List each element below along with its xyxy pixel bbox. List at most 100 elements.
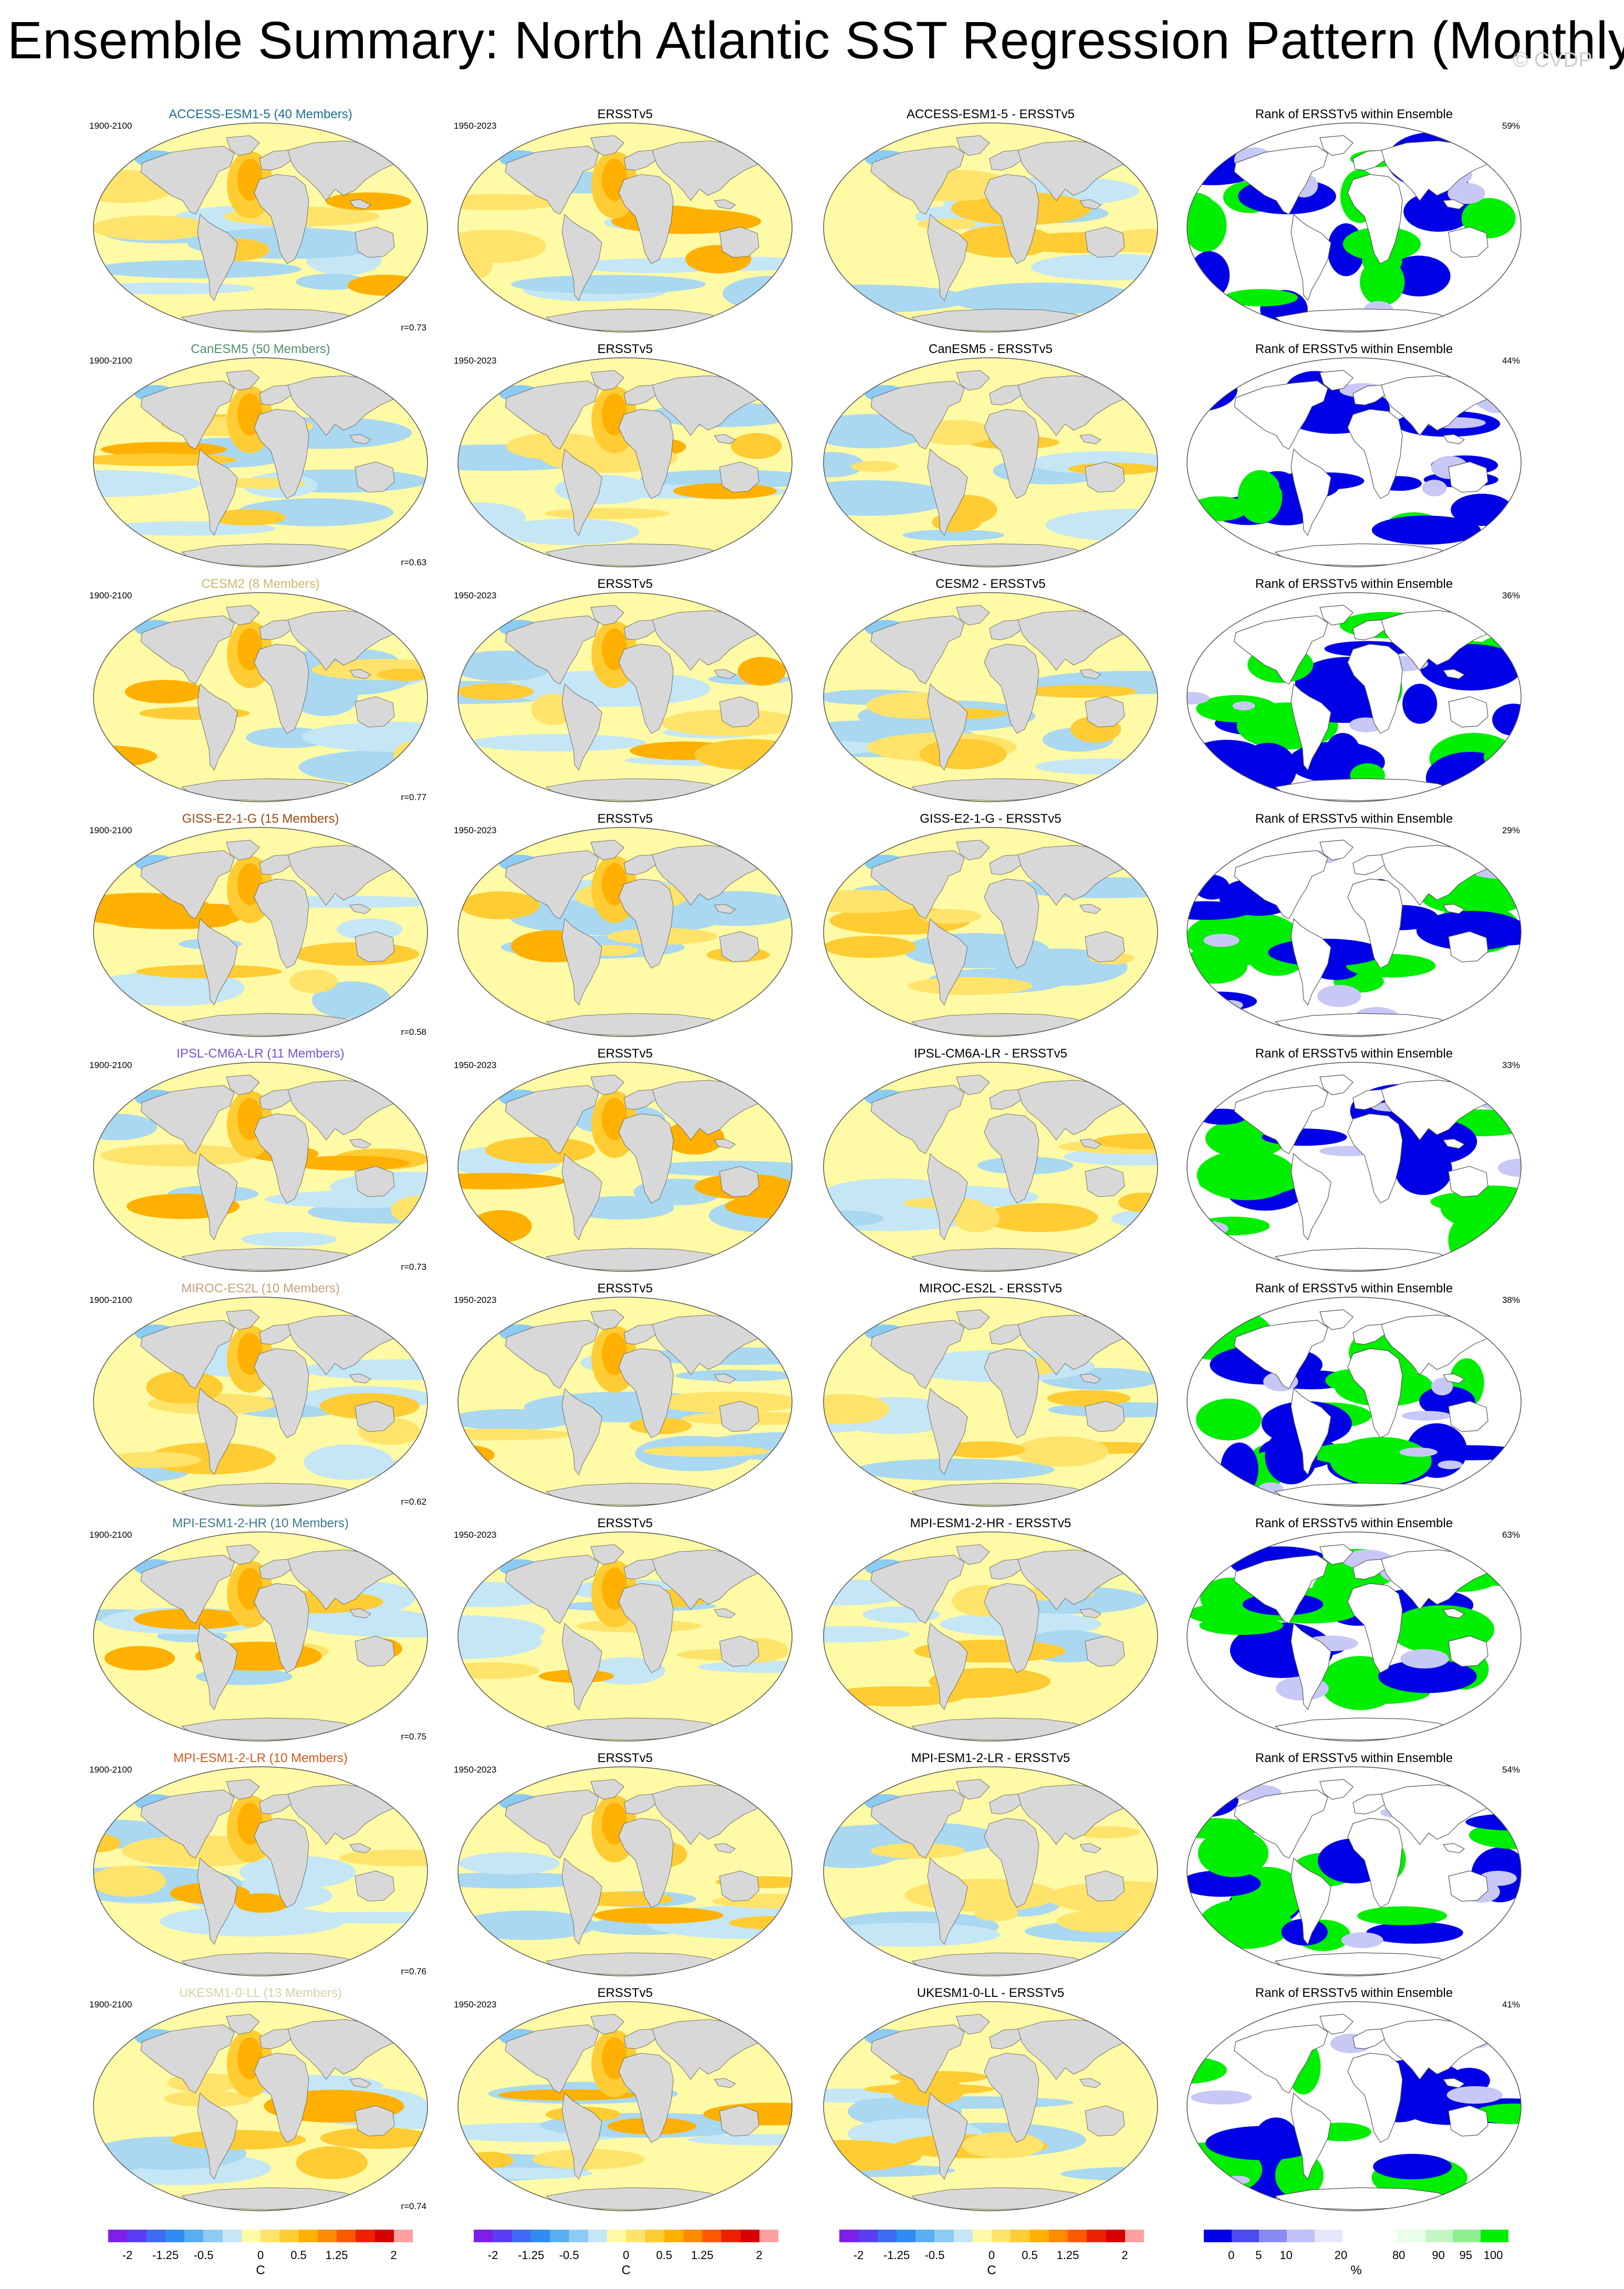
panel-rank: Rank of ERSSTv5 within Ensemble 63%	[1186, 1516, 1522, 1752]
rank-percentage: 54%	[1502, 1765, 1520, 1775]
panel-title-model: IPSL-CM6A-LR (11 Members)	[176, 1047, 345, 1061]
watermark: © CVDP	[1513, 48, 1592, 71]
panel-title-model: MPI-ESM1-2-LR (10 Members)	[173, 1751, 348, 1765]
colorbar-swatch	[356, 2230, 375, 2242]
colorbar-swatch	[664, 2230, 683, 2242]
rank-percentage: 41%	[1502, 2000, 1520, 2010]
sst-map	[93, 2001, 428, 2211]
panel-obs: ERSSTv5 1950-2023	[454, 1281, 793, 1517]
panel-title-rank: Rank of ERSSTv5 within Ensemble	[1255, 1516, 1453, 1530]
sst-map	[457, 1766, 793, 1976]
panel-title-rank: Rank of ERSSTv5 within Ensemble	[1255, 342, 1453, 356]
panel-title-obs: ERSSTv5	[597, 1751, 653, 1765]
colorbar-swatch	[953, 2230, 973, 2242]
colorbar-swatch	[915, 2230, 935, 2242]
rank-map	[1186, 1531, 1522, 1742]
panel-model: IPSL-CM6A-LR (11 Members) 1900-2100 r=0.73	[89, 1047, 429, 1282]
colorbar-obs-sst: -2 -1.25 -0.5 0 0.5 1.25 2 C	[474, 2230, 778, 2282]
panel-title-diff: IPSL-CM6A-LR - ERSSTv5	[913, 1047, 1068, 1061]
rank-map	[1186, 1766, 1522, 1976]
panel-rank: Rank of ERSSTv5 within Ensemble 54%	[1186, 1751, 1522, 1986]
colorbar-tick-label: 2	[756, 2249, 763, 2262]
colorbar-swatch	[934, 2230, 954, 2242]
colorbar-swatch	[1259, 2230, 1287, 2242]
panel-title-rank: Rank of ERSSTv5 within Ensemble	[1255, 1751, 1453, 1765]
colorbar-swatch	[298, 2230, 318, 2242]
colorbar-swatch	[550, 2230, 569, 2242]
colorbar-swatches	[1204, 2230, 1508, 2242]
sst-map	[457, 1297, 793, 1507]
colorbar-swatches	[839, 2230, 1144, 2242]
colorbar-tick-label: 0.5	[1022, 2249, 1038, 2262]
page-title: Ensemble Summary: North Atlantic SST Reg…	[7, 11, 1624, 70]
rank-percentage: 33%	[1502, 1060, 1520, 1070]
panel-rank: Rank of ERSSTv5 within Ensemble 38%	[1186, 1281, 1522, 1517]
panel-title-model: MIROC-ES2L (10 Members)	[181, 1281, 340, 1296]
panel-title-model: ACCESS-ESM1-5 (40 Members)	[169, 107, 352, 121]
sst-map	[457, 1062, 793, 1272]
rank-percentage: 38%	[1502, 1295, 1520, 1305]
colorbar-swatch	[1029, 2230, 1049, 2242]
panel-obs: ERSSTv5 1950-2023	[454, 1986, 793, 2221]
colorbar-swatch	[877, 2230, 897, 2242]
period-label: 1950-2023	[454, 1295, 497, 1305]
pattern-correlation: r=0.73	[401, 1262, 426, 1272]
colorbar-tick-label: 100	[1483, 2249, 1503, 2262]
colorbar-swatch	[1287, 2230, 1315, 2242]
colorbar-swatch	[972, 2230, 992, 2242]
colorbar-swatch	[474, 2230, 493, 2242]
panel-model: CESM2 (8 Members) 1900-2100 r=0.77	[89, 577, 429, 812]
colorbar-tick-label: 0	[622, 2249, 630, 2262]
sst-map	[823, 2001, 1158, 2211]
colorbar-tick-label: 20	[1334, 2249, 1348, 2262]
period-label: 1950-2023	[454, 2000, 497, 2010]
rank-map	[1186, 827, 1522, 1037]
sst-map	[823, 1531, 1158, 1742]
colorbar-swatch	[493, 2230, 512, 2242]
panel-title-diff: ACCESS-ESM1-5 - ERSSTv5	[906, 107, 1075, 121]
colorbar-swatch	[165, 2230, 184, 2242]
panel-rank: Rank of ERSSTv5 within Ensemble 59%	[1186, 107, 1522, 343]
sst-map	[93, 357, 428, 567]
rank-map	[1186, 2001, 1522, 2211]
colorbar-swatch	[1425, 2230, 1453, 2242]
period-label: 1950-2023	[454, 825, 497, 835]
colorbar-swatch	[241, 2230, 261, 2242]
colorbar-swatch	[1342, 2230, 1370, 2242]
panel-model: MPI-ESM1-2-LR (10 Members) 1900-2100 r=0.7…	[89, 1751, 429, 1986]
colorbar-swatch	[1125, 2230, 1144, 2242]
period-label: 1950-2023	[454, 1060, 497, 1070]
colorbar-tick-label: 1.25	[1056, 2249, 1079, 2262]
sst-map	[457, 1531, 793, 1742]
panel-diff: GISS-E2-1-G - ERSSTv5	[823, 812, 1159, 1047]
colorbar-tick-label: -2	[122, 2249, 133, 2262]
colorbar-tick-label: 80	[1392, 2249, 1406, 2262]
panel-model: MPI-ESM1-2-HR (10 Members) 1900-2100 r=0.7…	[89, 1516, 429, 1752]
colorbar-tick-label: 95	[1459, 2249, 1473, 2262]
colorbar-tick-label: -2	[487, 2249, 498, 2262]
sst-map	[93, 1062, 428, 1272]
rank-map	[1186, 592, 1522, 802]
sst-map	[823, 592, 1158, 802]
colorbar-tick-label: 2	[1121, 2249, 1128, 2262]
sst-map	[93, 1297, 428, 1507]
colorbar-swatch	[184, 2230, 204, 2242]
panel-title-rank: Rank of ERSSTv5 within Ensemble	[1255, 1047, 1453, 1061]
rank-percentage: 59%	[1502, 121, 1520, 131]
panel-title-obs: ERSSTv5	[597, 1281, 653, 1296]
sst-map	[457, 122, 793, 333]
sst-map	[93, 1531, 428, 1742]
colorbar-tick-label: 0	[988, 2249, 995, 2262]
panel-obs: ERSSTv5 1950-2023	[454, 1751, 793, 1986]
panel-title-obs: ERSSTv5	[597, 1047, 653, 1061]
colorbar-swatch	[569, 2230, 588, 2242]
panel-model: CanESM5 (50 Members) 1900-2100 r=0.63	[89, 342, 429, 577]
sst-map	[823, 357, 1158, 567]
sst-map	[823, 827, 1158, 1037]
panel-obs: ERSSTv5 1950-2023	[454, 812, 793, 1047]
panel-diff: CESM2 - ERSSTv5	[823, 577, 1159, 812]
colorbar-tick-label: -1.25	[517, 2249, 545, 2262]
colorbar-swatch	[1398, 2230, 1425, 2242]
sst-map	[823, 122, 1158, 333]
colorbar-diff-sst: -2 -1.25 -0.5 0 0.5 1.25 2 C	[839, 2230, 1144, 2282]
